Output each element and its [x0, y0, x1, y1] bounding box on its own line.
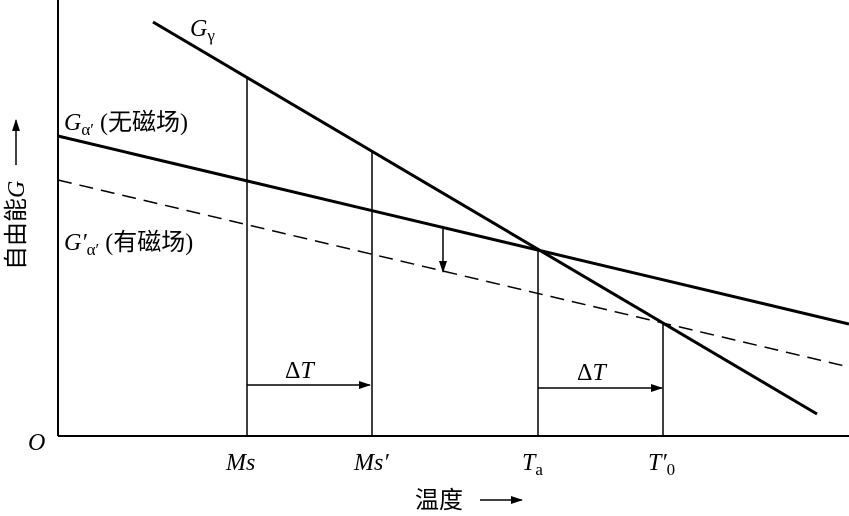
label-part: T [592, 360, 607, 386]
y-axis-label: 自由能G [3, 119, 30, 270]
label-part: T [522, 450, 537, 476]
curve-label: Gγ [190, 16, 215, 45]
g-alpha-line [57, 134, 849, 326]
label-part: (有磁场) [105, 229, 193, 256]
label-part: a [535, 460, 543, 479]
label-part: T′ [648, 450, 667, 476]
label-part: 自由能 [3, 198, 30, 270]
label-part: α′ [87, 240, 100, 259]
y-axis-title: 自由能G [3, 181, 30, 270]
curve-label: Gα′ (无磁场) [64, 109, 188, 139]
label-part: Δ [285, 358, 300, 384]
label-part: Ms [225, 450, 255, 476]
label-part: α′ [81, 120, 94, 139]
x-mark-label: Ms [225, 450, 255, 476]
label-part: G [190, 16, 207, 42]
x-mark-label: T′0 [648, 450, 675, 479]
label-part: Δ [577, 360, 592, 386]
x-mark-label: Ms′ [353, 450, 389, 476]
delta-label: ΔT [577, 360, 607, 386]
label-part: G′ [64, 230, 87, 256]
g-gamma-line [152, 20, 818, 416]
label-part: (无磁场) [100, 109, 188, 136]
delta-label: ΔT [285, 358, 315, 384]
curve-label: G′α′ (有磁场) [64, 229, 193, 259]
g-alpha-field-line [57, 179, 849, 368]
origin-label: O [28, 430, 45, 456]
label-part: Ms′ [353, 450, 389, 476]
label-part: T [300, 358, 315, 384]
label-part: G [64, 110, 81, 136]
x-axis-title: 温度 [415, 487, 463, 514]
x-mark-label: Ta [522, 450, 543, 479]
label-part: 0 [667, 460, 676, 479]
label-part: G [4, 181, 30, 198]
label-part: γ [206, 26, 215, 45]
